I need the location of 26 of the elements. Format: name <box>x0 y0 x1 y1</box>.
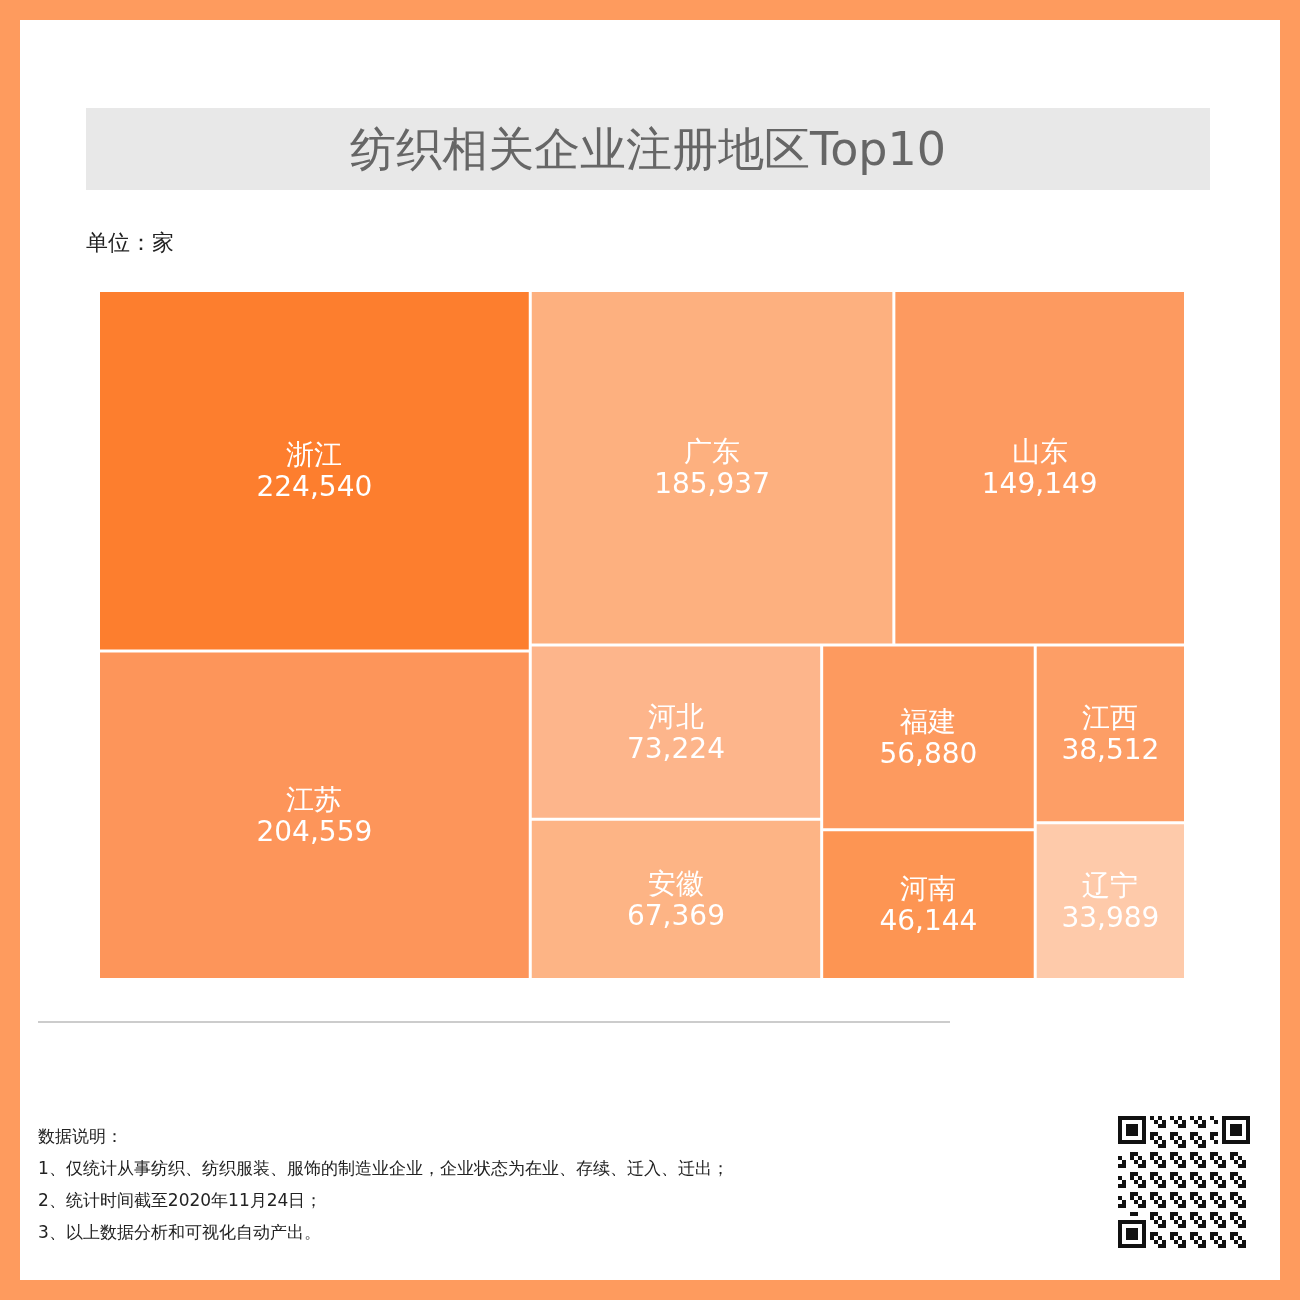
category-label: 河南 <box>900 872 957 906</box>
data-label: 224,540 <box>256 470 373 504</box>
data-label: 73,224 <box>626 731 725 765</box>
data-label: 56,880 <box>879 736 978 770</box>
data-label: 204,559 <box>256 814 373 848</box>
category-label: 江西 <box>1082 701 1139 735</box>
text: 2、统计时间截至2020年11月24日； <box>38 1189 324 1212</box>
category-label: 浙江 <box>286 438 343 472</box>
category-label: 江苏 <box>286 782 343 816</box>
text: 1、仅统计从事纺织、纺织服装、服饰的制造业企业，企业状态为在业、存续、迁入、迁出； <box>38 1157 729 1180</box>
text: 单位：家 <box>86 229 174 257</box>
data-label: 46,144 <box>879 904 978 938</box>
category-label: 山东 <box>1011 435 1068 469</box>
data-label: 67,369 <box>626 898 725 932</box>
text: 纺织相关企业注册地区Top10 <box>86 108 1210 190</box>
text: 数据说明： <box>38 1125 124 1148</box>
data-label: 149,149 <box>981 467 1098 501</box>
text: 3、以上数据分析和可视化自动产出。 <box>38 1221 322 1244</box>
data-label: 33,989 <box>1061 900 1160 934</box>
data-label: 38,512 <box>1061 733 1160 767</box>
category-label: 福建 <box>900 704 957 738</box>
category-label: 河北 <box>647 699 704 733</box>
data-label: 185,937 <box>654 467 770 501</box>
category-label: 安徽 <box>647 866 704 900</box>
category-label: 广东 <box>684 435 741 469</box>
category-label: 辽宁 <box>1082 868 1139 902</box>
